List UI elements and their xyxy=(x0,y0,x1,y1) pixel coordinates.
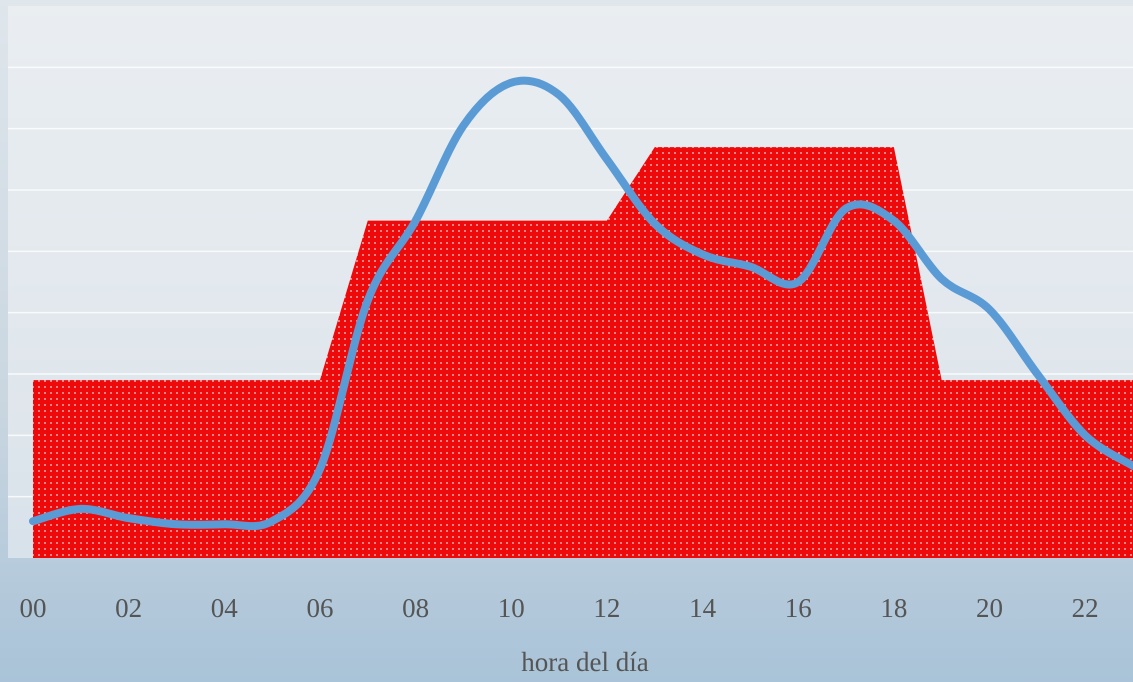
x-tick-label: 20 xyxy=(976,593,1003,623)
x-tick-label: 12 xyxy=(593,593,620,623)
x-axis-label: hora del día xyxy=(521,647,648,677)
x-tick-label: 02 xyxy=(115,593,142,623)
chart: 00 02 04 06 08 10 12 14 16 18 20 22 hora del día xyxy=(0,0,1133,682)
x-tick-label: 06 xyxy=(306,593,333,623)
x-tick-label: 14 xyxy=(689,593,717,623)
x-tick-label: 16 xyxy=(785,593,812,623)
x-tick-label: 10 xyxy=(498,593,525,623)
x-tick-label: 18 xyxy=(880,593,907,623)
x-tick-label: 00 xyxy=(20,593,47,623)
x-tick-label: 22 xyxy=(1072,593,1099,623)
page: 000204060810121416182022hora del día (()… xyxy=(0,0,1133,682)
x-tick-label: 08 xyxy=(402,593,429,623)
x-tick-label: 04 xyxy=(211,593,239,623)
